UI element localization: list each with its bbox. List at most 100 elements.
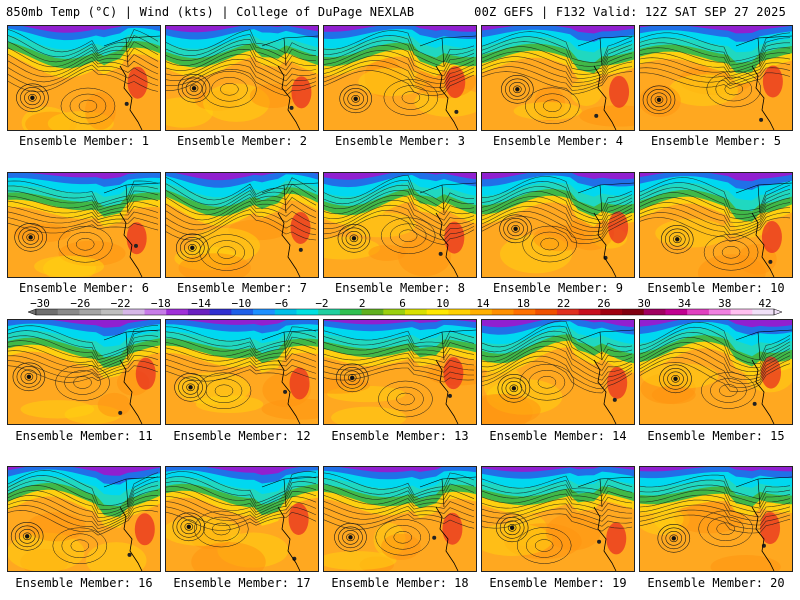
ensemble-map-panel[interactable] xyxy=(481,25,635,131)
ensemble-member-label: Ensemble Member: 18 xyxy=(331,576,469,590)
ensemble-map-panel[interactable] xyxy=(323,25,477,131)
colorbar-tick-label: −10 xyxy=(231,297,252,310)
colorbar-swatch xyxy=(101,309,124,315)
colorbar-tick-label: 10 xyxy=(436,297,450,310)
temperature-map xyxy=(8,320,160,424)
temperature-map xyxy=(166,467,318,571)
colorbar-swatch xyxy=(296,309,319,315)
ensemble-member-label: Ensemble Member: 6 xyxy=(18,281,150,295)
colorbar-tick-label: −14 xyxy=(191,297,212,310)
colorbar-tick-label: 22 xyxy=(556,297,571,310)
temperature-map xyxy=(8,173,160,277)
colorbar-tick-label: −30 xyxy=(30,297,50,310)
colorbar-swatch xyxy=(556,309,580,315)
colorbar-arrow-right xyxy=(773,308,783,316)
ensemble-map-panel[interactable] xyxy=(481,466,635,572)
ensemble-member-label: Ensemble Member: 17 xyxy=(173,576,311,590)
ensemble-map-panel[interactable] xyxy=(7,172,161,278)
colorbar-swatch xyxy=(600,309,623,315)
colorbar-swatch xyxy=(79,309,102,315)
ensemble-member-label: Ensemble Member: 15 xyxy=(647,429,785,443)
colorbar-tick-label: 14 xyxy=(476,297,490,310)
temperature-map xyxy=(640,26,792,130)
ensemble-map-panel[interactable] xyxy=(323,466,477,572)
ensemble-member-label: Ensemble Member: 2 xyxy=(176,134,308,148)
temperature-map xyxy=(166,26,318,130)
colorbar-swatch xyxy=(166,309,189,315)
colorbar-swatch xyxy=(752,309,775,315)
ensemble-map-panel[interactable] xyxy=(165,319,319,425)
colorbar-swatch xyxy=(361,309,384,315)
ensemble-map-panel[interactable] xyxy=(639,319,793,425)
ensemble-map-panel[interactable] xyxy=(481,319,635,425)
colorbar-swatch xyxy=(36,309,59,315)
colorbar-swatch xyxy=(535,309,558,315)
ensemble-member-label: Ensemble Member: 11 xyxy=(15,429,153,443)
colorbar-tick-label: 18 xyxy=(516,297,530,310)
colorbar-swatch xyxy=(187,309,211,315)
ensemble-map-panel[interactable] xyxy=(639,172,793,278)
ensemble-member-label: Ensemble Member: 19 xyxy=(489,576,627,590)
colorbar-swatch xyxy=(209,309,232,315)
temperature-map xyxy=(166,320,318,424)
colorbar-swatch xyxy=(665,309,688,315)
temperature-colorbar xyxy=(27,308,783,316)
temperature-map xyxy=(324,26,476,130)
ensemble-member-label: Ensemble Member: 9 xyxy=(492,281,624,295)
ensemble-member-label: Ensemble Member: 4 xyxy=(492,134,624,148)
colorbar-swatch xyxy=(708,309,732,315)
temperature-map xyxy=(482,320,634,424)
colorbar-swatch xyxy=(318,309,341,315)
ensemble-map-panel[interactable] xyxy=(323,172,477,278)
temperature-map xyxy=(640,467,792,571)
temperature-map xyxy=(640,173,792,277)
ensemble-map-panel[interactable] xyxy=(165,25,319,131)
header-valid-time: 00Z GEFS | F132 Valid: 12Z SAT SEP 27 20… xyxy=(474,5,786,19)
temperature-map xyxy=(166,173,318,277)
temperature-map xyxy=(482,26,634,130)
ensemble-map-panel[interactable] xyxy=(639,466,793,572)
colorbar-swatch xyxy=(491,309,515,315)
ensemble-member-label: Ensemble Member: 8 xyxy=(334,281,466,295)
ensemble-member-label: Ensemble Member: 5 xyxy=(650,134,782,148)
colorbar-tick-label: 38 xyxy=(718,297,732,310)
colorbar-swatch xyxy=(643,309,666,315)
ensemble-map-panel[interactable] xyxy=(7,319,161,425)
colorbar-swatch xyxy=(622,309,645,315)
colorbar-tick-label: −6 xyxy=(275,297,289,310)
colorbar-tick-label: −18 xyxy=(150,297,171,310)
ensemble-member-label: Ensemble Member: 13 xyxy=(331,429,469,443)
ensemble-member-label: Ensemble Member: 12 xyxy=(173,429,311,443)
colorbar-swatch xyxy=(513,309,536,315)
colorbar-swatch xyxy=(122,309,146,315)
colorbar-swatch xyxy=(253,309,276,315)
ensemble-member-label: Ensemble Member: 10 xyxy=(647,281,785,295)
colorbar-swatch xyxy=(144,309,167,315)
colorbar-swatch xyxy=(730,309,753,315)
ensemble-map-panel[interactable] xyxy=(481,172,635,278)
colorbar-swatch xyxy=(231,309,254,315)
ensemble-map-panel[interactable] xyxy=(165,466,319,572)
ensemble-member-label: Ensemble Member: 20 xyxy=(647,576,785,590)
ensemble-map-panel[interactable] xyxy=(323,319,477,425)
temperature-map xyxy=(640,320,792,424)
ensemble-map-panel[interactable] xyxy=(165,172,319,278)
colorbar-tick-label: −2 xyxy=(315,297,329,310)
ensemble-member-label: Ensemble Member: 16 xyxy=(15,576,153,590)
colorbar-tick-label: 2 xyxy=(358,297,366,310)
ensemble-member-label: Ensemble Member: 14 xyxy=(489,429,627,443)
temperature-map xyxy=(482,467,634,571)
colorbar-tick-label: 30 xyxy=(637,297,651,310)
colorbar-swatch xyxy=(274,309,297,315)
temperature-map xyxy=(8,26,160,130)
colorbar-swatch xyxy=(426,309,449,315)
ensemble-map-panel[interactable] xyxy=(7,466,161,572)
ensemble-map-panel[interactable] xyxy=(7,25,161,131)
ensemble-map-panel[interactable] xyxy=(639,25,793,131)
temperature-map xyxy=(324,320,476,424)
ensemble-member-label: Ensemble Member: 3 xyxy=(334,134,466,148)
colorbar-tick-label: −26 xyxy=(70,297,91,310)
colorbar-swatch xyxy=(339,309,363,315)
ensemble-member-label: Ensemble Member: 1 xyxy=(18,134,150,148)
